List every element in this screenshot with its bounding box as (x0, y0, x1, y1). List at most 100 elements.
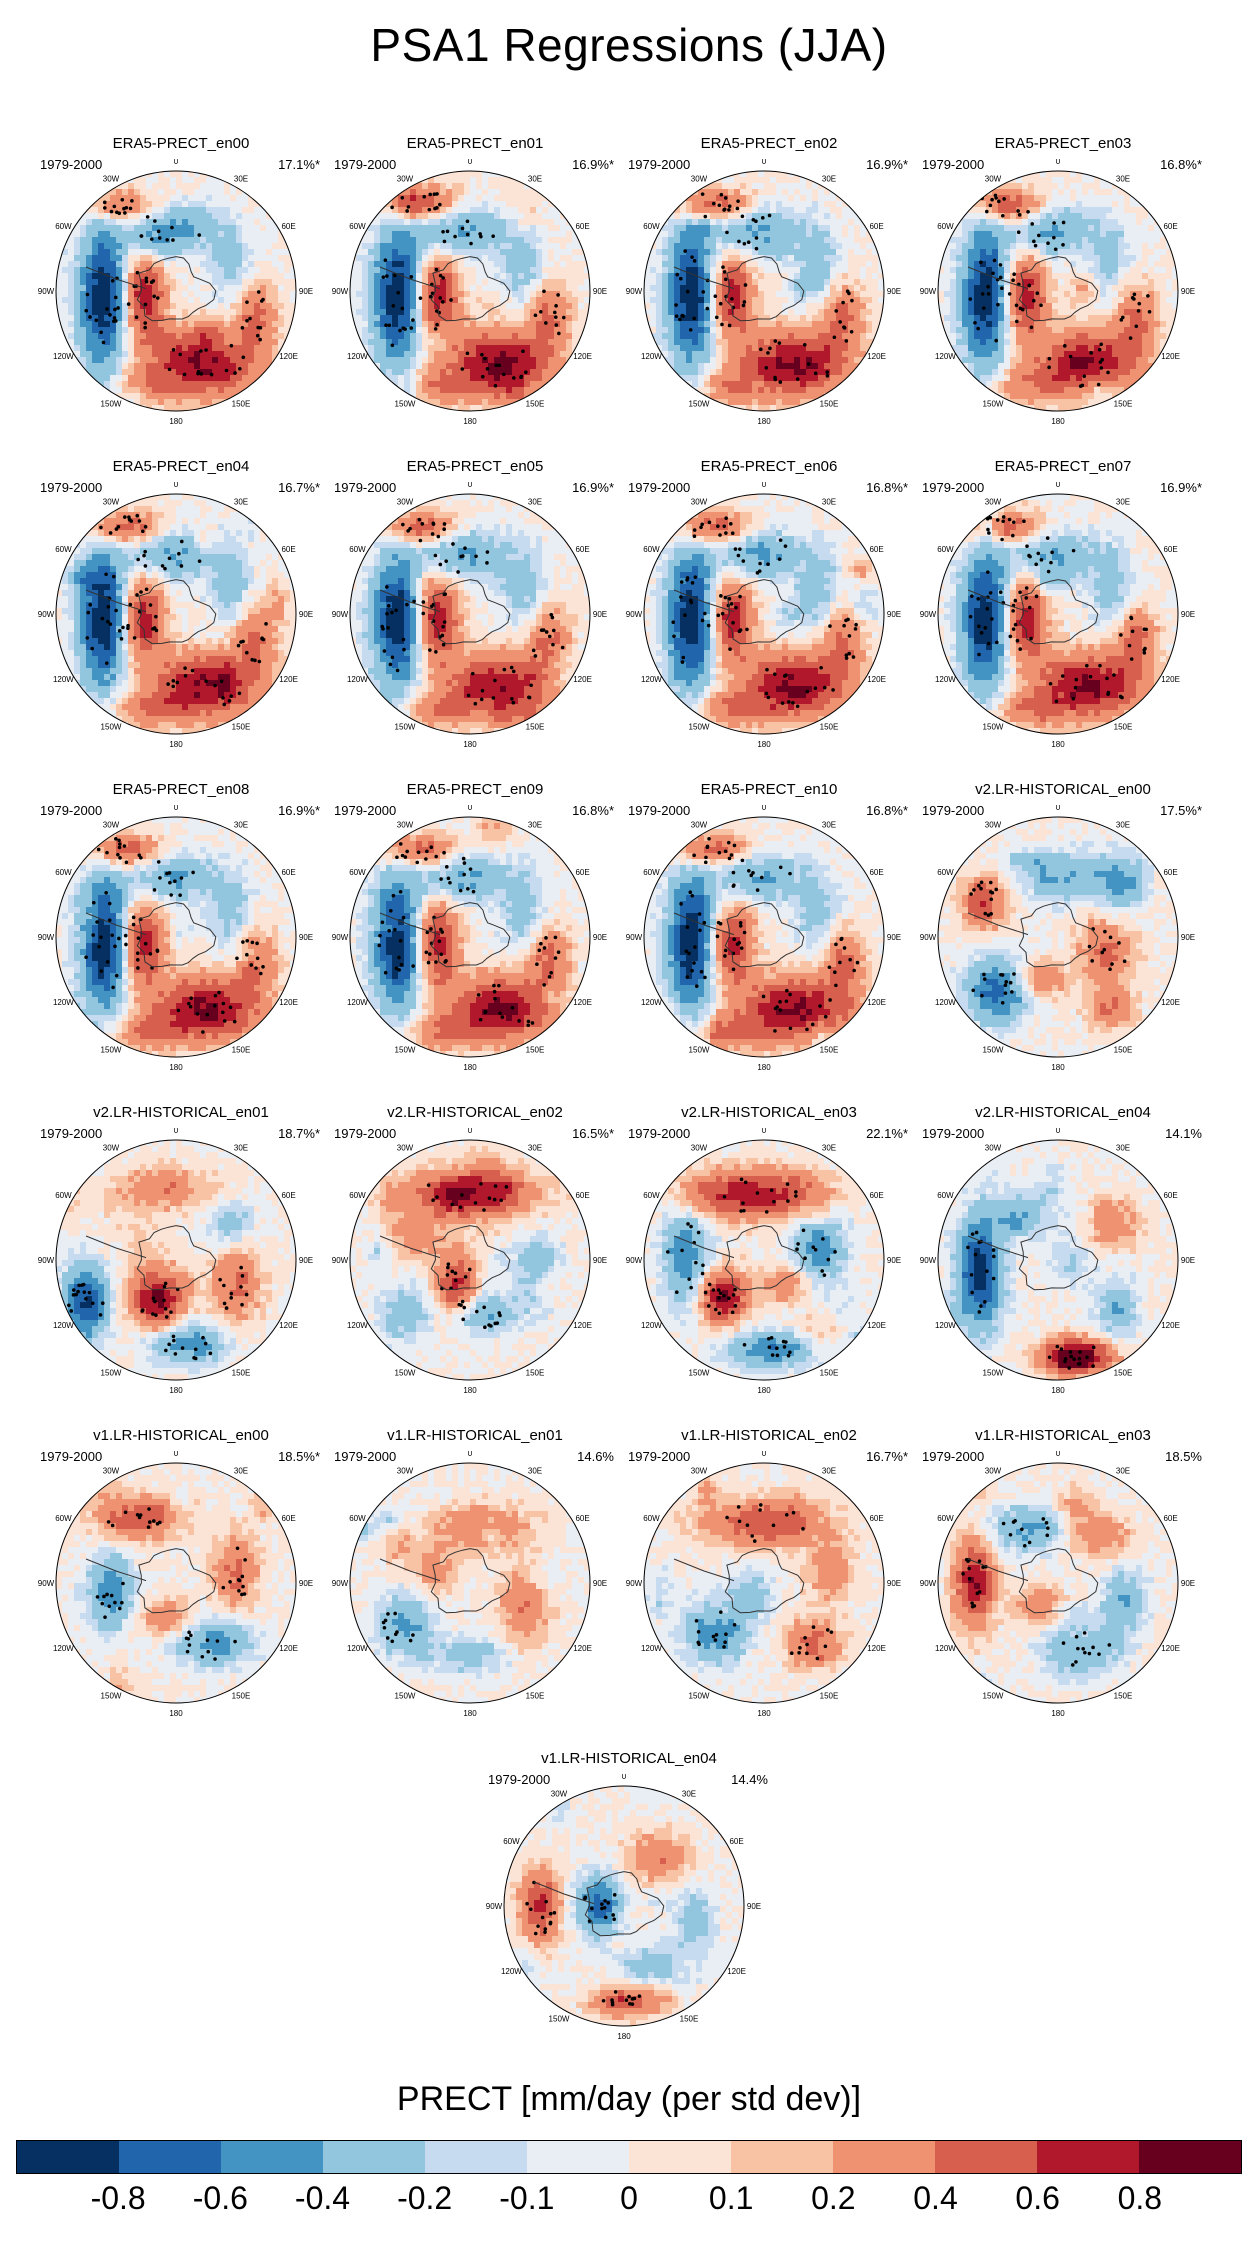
grid-cell (1142, 213, 1149, 220)
grid-cell (878, 303, 884, 310)
grid-cell (680, 309, 687, 316)
grid-cell (1076, 237, 1083, 244)
grid-cell (656, 231, 663, 238)
grid-cell (566, 243, 573, 250)
stipple (400, 306, 405, 311)
grid-cell (506, 237, 513, 244)
grid-cell (236, 375, 243, 382)
grid-cell (86, 363, 93, 370)
grid-cell (752, 285, 759, 292)
grid-cell (710, 189, 717, 196)
grid-cell (716, 351, 723, 358)
grid-cell (812, 297, 819, 304)
grid-cell (830, 291, 837, 298)
grid-cell (728, 231, 735, 238)
grid-cell (464, 345, 471, 352)
grid-cell (506, 183, 513, 190)
grid-cell (158, 387, 165, 394)
grid-cell (440, 249, 447, 256)
grid-cell (1094, 207, 1101, 214)
grid-cell (680, 219, 687, 226)
grid-cell (476, 381, 483, 388)
grid-cell (854, 273, 861, 280)
grid-cell (128, 195, 135, 202)
grid-cell (812, 225, 819, 232)
grid-cell (710, 369, 717, 376)
grid-cell (782, 285, 789, 292)
grid-cell (164, 213, 171, 220)
grid-cell (218, 213, 225, 220)
grid-cell (362, 273, 369, 280)
grid-cell (722, 201, 729, 208)
grid-cell (68, 297, 75, 304)
grid-cell (260, 219, 267, 226)
stipple (557, 331, 561, 336)
grid-cell (554, 357, 561, 364)
grid-cell (692, 363, 699, 370)
grid-cell (218, 327, 225, 334)
grid-cell (428, 273, 435, 280)
grid-cell (500, 327, 507, 334)
grid-cell (1046, 267, 1053, 274)
grid-cell (254, 219, 261, 226)
grid-cell (1058, 267, 1065, 274)
grid-cell (146, 333, 153, 340)
grid-cell (476, 249, 483, 256)
grid-cell (206, 327, 213, 334)
grid-cell (752, 189, 759, 196)
grid-cell (236, 339, 243, 346)
grid-cell (416, 363, 423, 370)
grid-cell (770, 183, 777, 190)
grid-cell (374, 243, 381, 250)
grid-cell (674, 285, 681, 292)
grid-cell (734, 321, 741, 328)
grid-cell (110, 387, 117, 394)
grid-cell (836, 225, 843, 232)
stipple (713, 294, 718, 299)
grid-cell (770, 309, 777, 316)
grid-cell (548, 375, 555, 382)
grid-cell (482, 195, 489, 202)
grid-cell (494, 207, 501, 214)
grid-cell (188, 345, 195, 352)
grid-cell (182, 237, 189, 244)
grid-cell (404, 363, 411, 370)
grid-cell (236, 345, 243, 352)
stipple (403, 327, 407, 331)
grid-cell (1082, 177, 1089, 184)
grid-cell (764, 327, 771, 334)
grid-cell (854, 255, 861, 262)
grid-cell (662, 213, 669, 220)
grid-cell (500, 315, 507, 322)
grid-cell (782, 249, 789, 256)
grid-cell (800, 387, 807, 394)
grid-cell (470, 261, 477, 268)
grid-cell (554, 261, 561, 268)
stipple (556, 293, 560, 297)
grid-cell (104, 291, 111, 298)
grid-cell (500, 369, 507, 376)
grid-cell (164, 405, 171, 411)
grid-cell (494, 261, 501, 268)
grid-cell (842, 369, 849, 376)
grid-cell (506, 333, 513, 340)
grid-cell (446, 261, 453, 268)
grid-cell (92, 201, 99, 208)
grid-cell (722, 183, 729, 190)
grid-cell (68, 285, 75, 292)
grid-cell (110, 285, 117, 292)
grid-cell (440, 255, 447, 262)
stipple (850, 298, 854, 303)
grid-cell (452, 393, 459, 400)
grid-cell (380, 303, 387, 310)
grid-cell (1124, 231, 1131, 238)
grid-cell (764, 267, 771, 274)
grid-cell (740, 375, 747, 382)
grid-cell (104, 225, 111, 232)
grid-cell (62, 291, 69, 298)
grid-cell (122, 201, 129, 208)
grid-cell (464, 369, 471, 376)
grid-cell (518, 369, 525, 376)
grid-cell (218, 243, 225, 250)
grid-cell (404, 195, 411, 202)
